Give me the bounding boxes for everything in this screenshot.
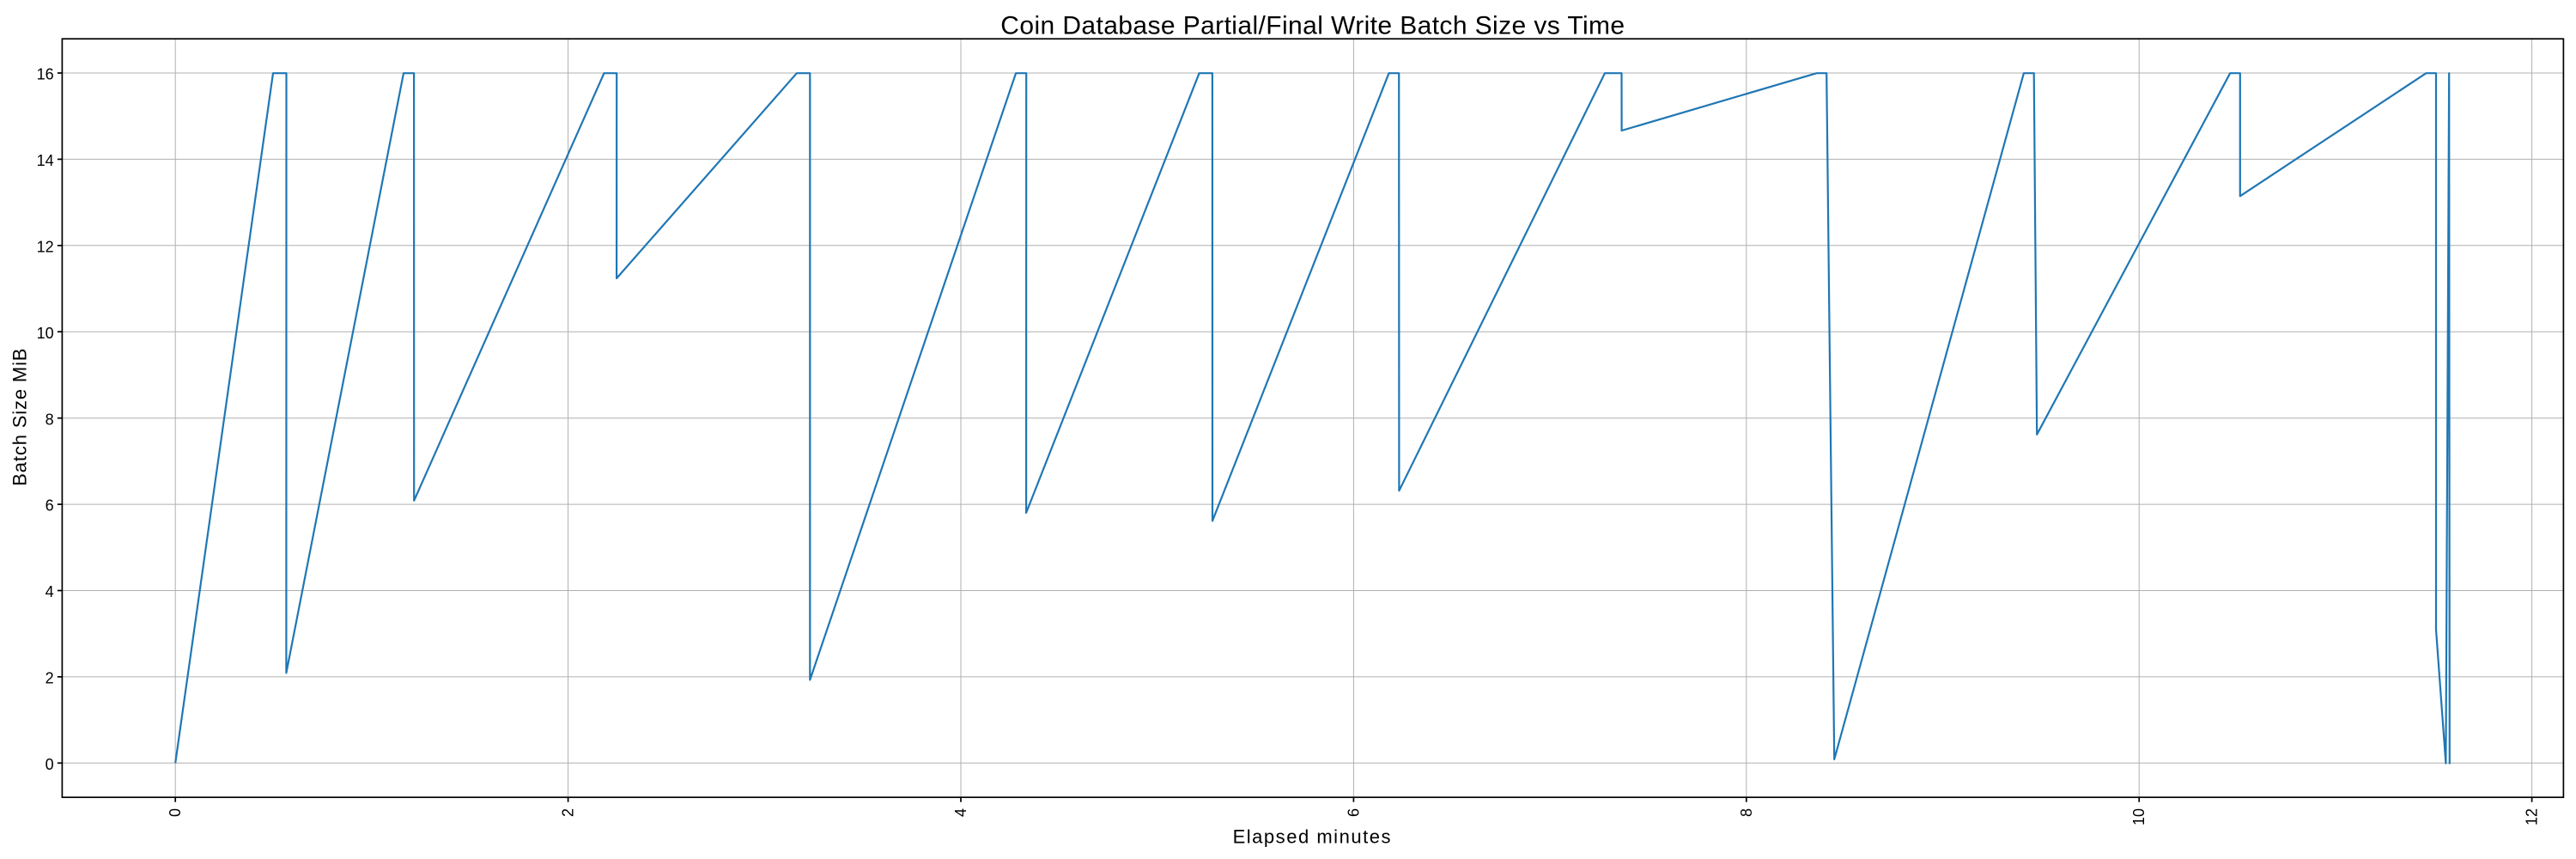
svg-text:0: 0	[167, 808, 184, 817]
svg-text:10: 10	[37, 325, 54, 342]
svg-text:16: 16	[37, 66, 54, 83]
svg-text:2: 2	[46, 670, 54, 687]
svg-text:Coin Database Partial/Final Wr: Coin Database Partial/Final Write Batch …	[1000, 11, 1625, 40]
svg-text:2: 2	[560, 808, 577, 817]
svg-text:8: 8	[46, 411, 54, 428]
svg-text:12: 12	[37, 238, 54, 255]
svg-text:6: 6	[1345, 808, 1362, 817]
svg-text:4: 4	[952, 808, 969, 817]
svg-text:Elapsed minutes: Elapsed minutes	[1233, 826, 1392, 848]
svg-text:14: 14	[37, 152, 54, 169]
svg-text:10: 10	[2130, 808, 2148, 825]
svg-text:12: 12	[2524, 808, 2541, 825]
svg-text:6: 6	[46, 497, 54, 515]
svg-text:0: 0	[46, 756, 54, 773]
svg-text:4: 4	[46, 583, 54, 600]
svg-text:Batch Size MiB: Batch Size MiB	[9, 348, 30, 486]
svg-text:8: 8	[1738, 808, 1755, 817]
